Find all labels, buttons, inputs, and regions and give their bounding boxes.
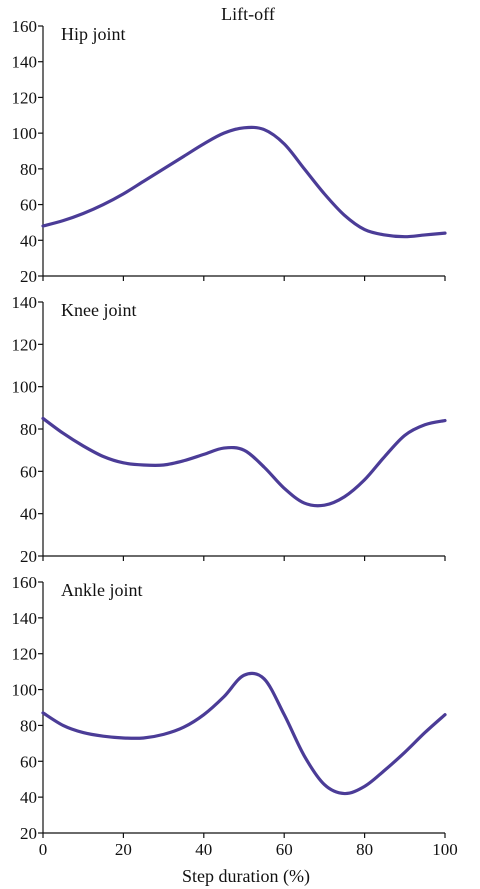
panel-title: Knee joint <box>61 300 136 320</box>
series-line <box>41 416 447 508</box>
y-tick-label: 80 <box>20 420 37 439</box>
y-tick-label: 80 <box>20 716 37 735</box>
y-tick-label: 140 <box>12 609 38 628</box>
panel-1: 20 40 60 80 100 120 140 160 Hip joint <box>12 17 447 286</box>
y-tick-label: 120 <box>12 88 38 107</box>
y-tick-label: 60 <box>20 752 37 771</box>
series-line <box>41 671 447 796</box>
x-tick-label: 60 <box>276 840 293 859</box>
y-tick-label: 140 <box>12 293 38 312</box>
y-tick-label: 100 <box>12 378 38 397</box>
y-tick-label: 60 <box>20 462 37 481</box>
y-tick-label: 160 <box>12 573 38 592</box>
x-tick-label: 0 <box>39 840 48 859</box>
panel-title: Hip joint <box>61 24 126 44</box>
y-tick-label: 100 <box>12 124 38 143</box>
series-line <box>41 125 447 239</box>
y-tick-label: 40 <box>20 505 37 524</box>
x-axis-label: Step duration (%) <box>182 866 310 887</box>
y-tick-label: 120 <box>12 645 38 664</box>
x-tick-label: 80 <box>356 840 373 859</box>
y-tick-label: 40 <box>20 788 37 807</box>
chart-panels: 20 40 60 80 100 120 140 160 Hip joint 20 40 60 80 100… <box>12 17 458 859</box>
y-tick-label: 20 <box>20 824 37 843</box>
y-tick-label: 160 <box>12 17 38 36</box>
y-tick-label: 40 <box>20 231 37 250</box>
panel-2: 20 40 60 80 100 120 140 Knee joint <box>12 293 447 566</box>
x-tick-label: 20 <box>115 840 132 859</box>
y-tick-label: 80 <box>20 160 37 179</box>
y-tick-label: 60 <box>20 196 37 215</box>
figure-title: Lift-off <box>221 4 275 24</box>
y-tick-label: 20 <box>20 547 37 566</box>
y-tick-label: 100 <box>12 681 38 700</box>
x-tick-label: 100 <box>432 840 458 859</box>
y-tick-label: 120 <box>12 335 38 354</box>
x-tick-label: 40 <box>195 840 212 859</box>
panel-title: Ankle joint <box>61 580 143 600</box>
y-tick-label: 140 <box>12 53 38 72</box>
y-tick-label: 20 <box>20 267 37 286</box>
